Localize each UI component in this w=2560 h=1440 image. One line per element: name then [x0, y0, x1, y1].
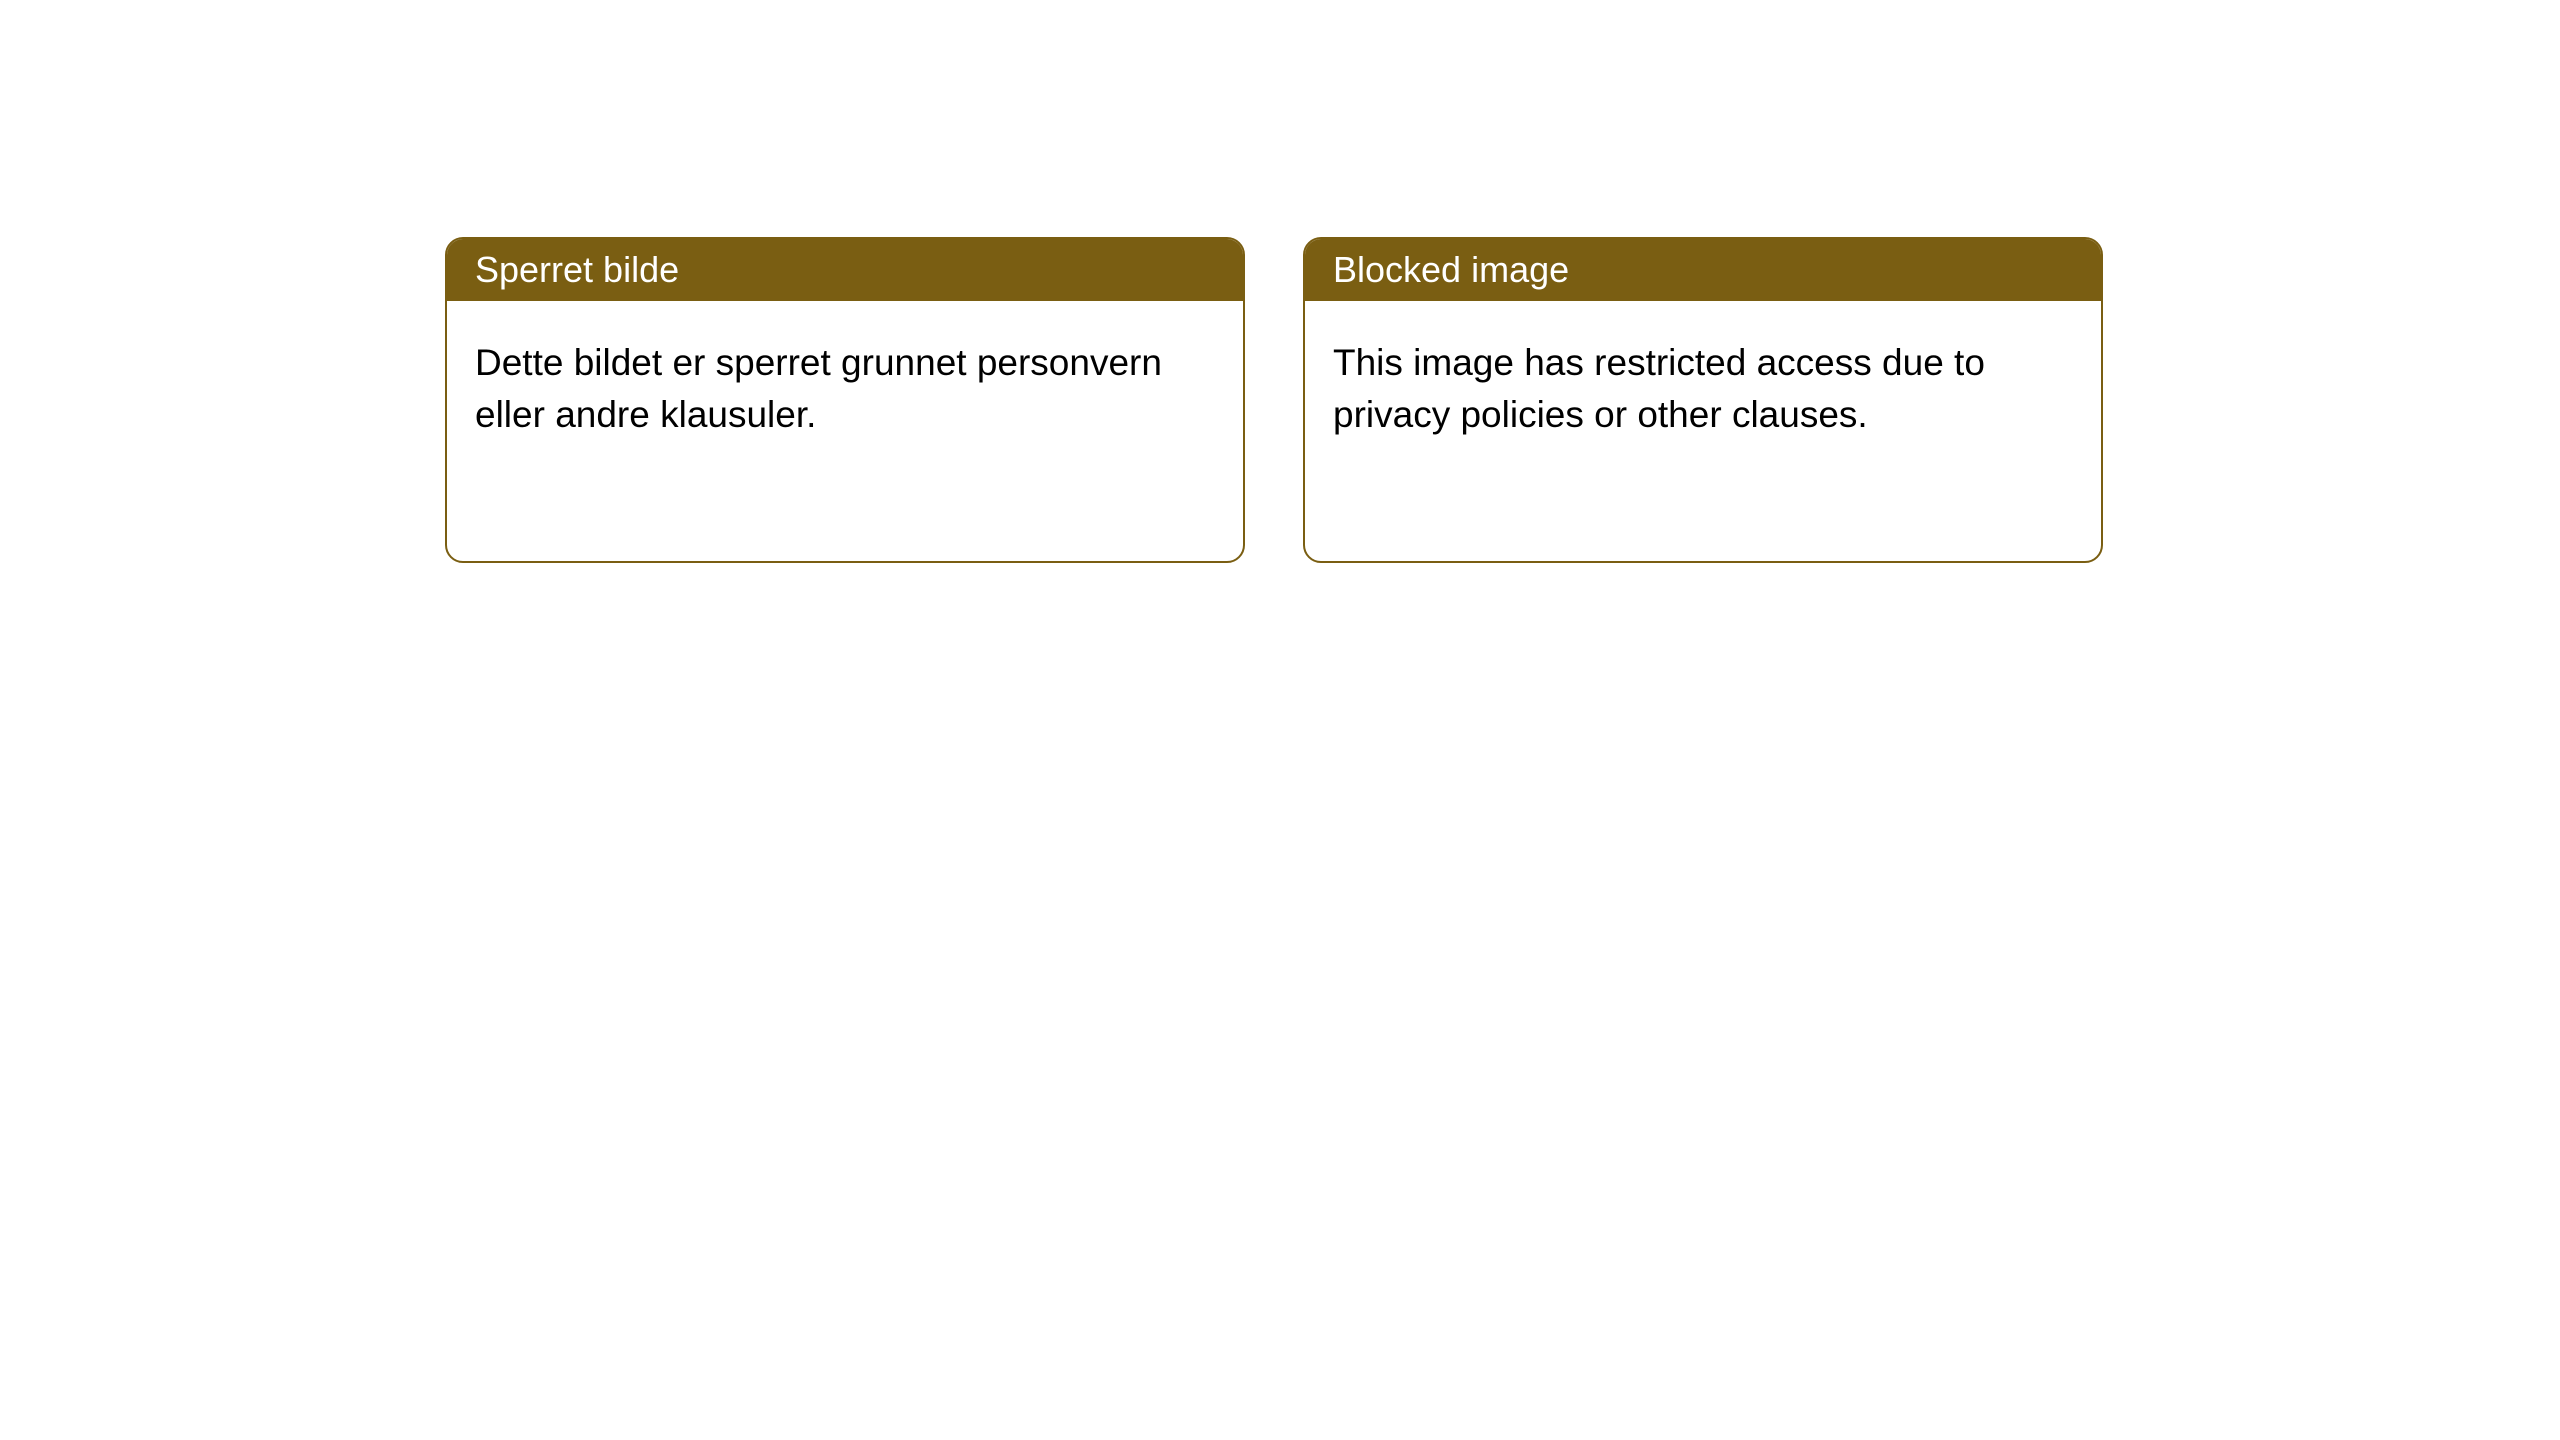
- card-title: Blocked image: [1333, 249, 1569, 290]
- blocked-image-notices: Sperret bilde Dette bildet er sperret gr…: [445, 237, 2103, 563]
- card-header-norwegian: Sperret bilde: [447, 239, 1243, 301]
- card-title: Sperret bilde: [475, 249, 679, 290]
- card-header-english: Blocked image: [1305, 239, 2101, 301]
- card-body-english: This image has restricted access due to …: [1305, 301, 2101, 561]
- card-message: This image has restricted access due to …: [1333, 342, 1985, 435]
- card-body-norwegian: Dette bildet er sperret grunnet personve…: [447, 301, 1243, 561]
- blocked-image-card-norwegian: Sperret bilde Dette bildet er sperret gr…: [445, 237, 1245, 563]
- card-message: Dette bildet er sperret grunnet personve…: [475, 342, 1162, 435]
- blocked-image-card-english: Blocked image This image has restricted …: [1303, 237, 2103, 563]
